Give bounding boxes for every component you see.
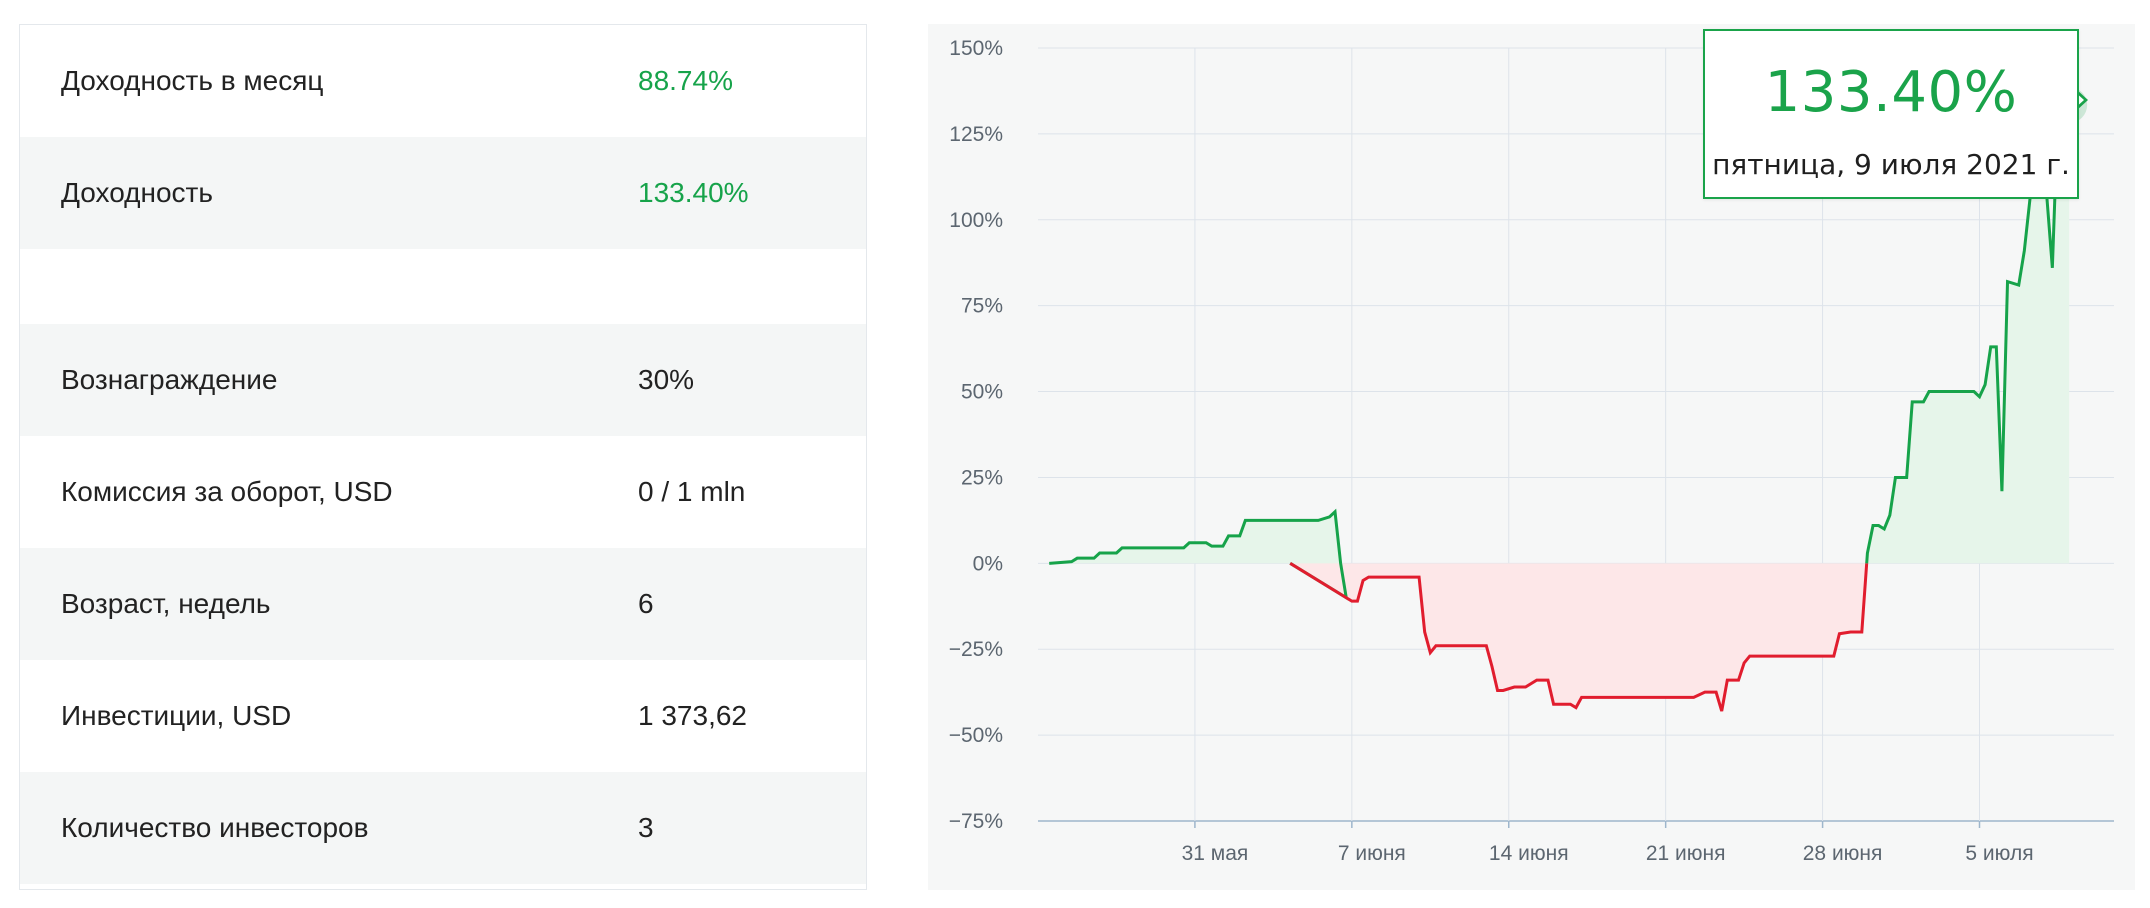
stat-value: 3 <box>638 812 654 843</box>
positive-line <box>1049 508 1349 601</box>
stat-label: Инвестиции, USD <box>61 700 292 731</box>
stat-label: Количество инвесторов <box>61 812 369 843</box>
stat-label: Доходность <box>61 177 213 208</box>
positive-area <box>1866 105 2070 564</box>
y-tick-label: 125% <box>949 123 1003 146</box>
stat-row-reward: Вознаграждение 30% <box>20 324 866 436</box>
stat-row-return: Доходность 133.40% <box>20 137 866 249</box>
tooltip-value: 133.40% <box>1764 60 2018 125</box>
x-tick-label: 31 мая <box>1182 842 1249 865</box>
y-tick-label: 150% <box>949 37 1003 60</box>
x-tick-label: 5 июля <box>1965 842 2033 865</box>
y-tick-label: 50% <box>961 381 1003 404</box>
chart-grid <box>1038 47 2114 822</box>
stat-value: 0 / 1 mln <box>638 476 746 507</box>
stat-label: Возраст, недель <box>61 588 271 619</box>
stat-value: 88.74% <box>638 65 733 96</box>
stat-label: Доходность в месяц <box>61 65 324 96</box>
y-tick-label: 0% <box>973 552 1003 575</box>
stat-row-investments-usd: Инвестиции, USD 1 373,62 <box>20 660 866 772</box>
stat-row-empty <box>20 249 866 324</box>
stats-panel: Доходность в месяц 88.74% Доходность 133… <box>19 24 867 890</box>
stat-row-monthly-return: Доходность в месяц 88.74% <box>20 25 866 137</box>
stat-value: 1 373,62 <box>638 700 747 731</box>
x-tick-label: 7 июня <box>1338 842 1406 865</box>
chart-tooltip: 133.40% пятница, 9 июля 2021 г. <box>1703 29 2079 199</box>
stat-label: Вознаграждение <box>61 364 278 395</box>
stat-row-age-weeks: Возраст, недель 6 <box>20 548 866 660</box>
negative-area <box>1290 563 1867 712</box>
stat-row-investor-count: Количество инвесторов 3 <box>20 772 866 884</box>
positive-line <box>1865 103 2070 564</box>
chart-series-lines <box>1049 103 2070 712</box>
stat-row-turnover-fee: Комиссия за оборот, USD 0 / 1 mln <box>20 436 866 548</box>
y-tick-label: −50% <box>949 724 1003 747</box>
x-tick-label: 14 июня <box>1489 842 1569 865</box>
x-tick-label: 21 июня <box>1646 842 1726 865</box>
return-chart: 150% 125% 100% 75% 50% 25% 0% −25% −50% −75% 31 ма… <box>949 37 2114 865</box>
tooltip-pointer-inner <box>2074 91 2084 109</box>
y-tick-label: 100% <box>949 209 1003 232</box>
stat-label: Комиссия за оборот, USD <box>61 476 393 507</box>
y-tick-label: 75% <box>961 295 1003 318</box>
chart-area-fill <box>1049 105 2070 712</box>
stat-value: 133.40% <box>638 177 749 208</box>
x-tick-label: 28 июня <box>1803 842 1883 865</box>
chart-axes: 150% 125% 100% 75% 50% 25% 0% −25% −50% −75% 31 ма… <box>949 37 2034 865</box>
y-tick-label: 25% <box>961 466 1003 489</box>
y-tick-label: −25% <box>949 638 1003 661</box>
stat-value: 6 <box>638 588 654 619</box>
tooltip-date: пятница, 9 июля 2021 г. <box>1712 148 2070 181</box>
stat-value: 30% <box>638 364 695 395</box>
negative-line <box>1289 562 1869 712</box>
positive-area <box>1049 511 1347 598</box>
y-tick-label: −75% <box>949 810 1003 833</box>
